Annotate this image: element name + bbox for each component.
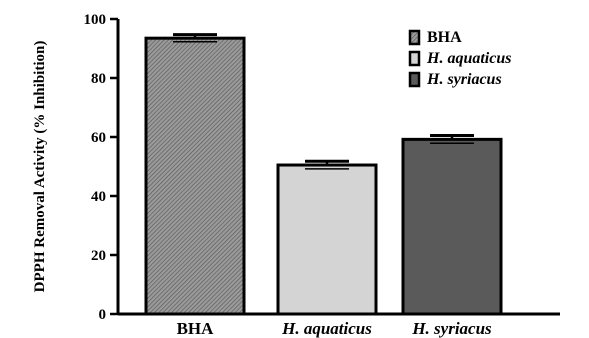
y-tick-label: 40 xyxy=(91,189,106,205)
legend-label: BHA xyxy=(427,29,462,46)
bar-2 xyxy=(276,163,378,316)
legend-swatch xyxy=(408,71,421,88)
legend-swatch xyxy=(408,50,421,67)
legend-label: H. aquaticus xyxy=(426,50,511,67)
y-tick-label: 20 xyxy=(91,248,106,264)
y-axis-label: DPPH Removal Activity (% Inhibition) xyxy=(32,41,48,293)
legend-swatch xyxy=(408,29,421,46)
x-category-label: H. aquaticus xyxy=(281,319,372,338)
x-category-label: BHA xyxy=(177,319,215,338)
y-tick-label: 60 xyxy=(91,130,106,146)
y-tick-label: 100 xyxy=(84,12,107,28)
bar-1 xyxy=(144,36,246,316)
bar-3 xyxy=(401,137,503,316)
legend-label: H. syriacus xyxy=(426,71,502,88)
y-tick-label: 0 xyxy=(99,307,107,323)
x-category-label: H. syriacus xyxy=(411,319,492,338)
y-tick-label: 80 xyxy=(91,71,106,87)
